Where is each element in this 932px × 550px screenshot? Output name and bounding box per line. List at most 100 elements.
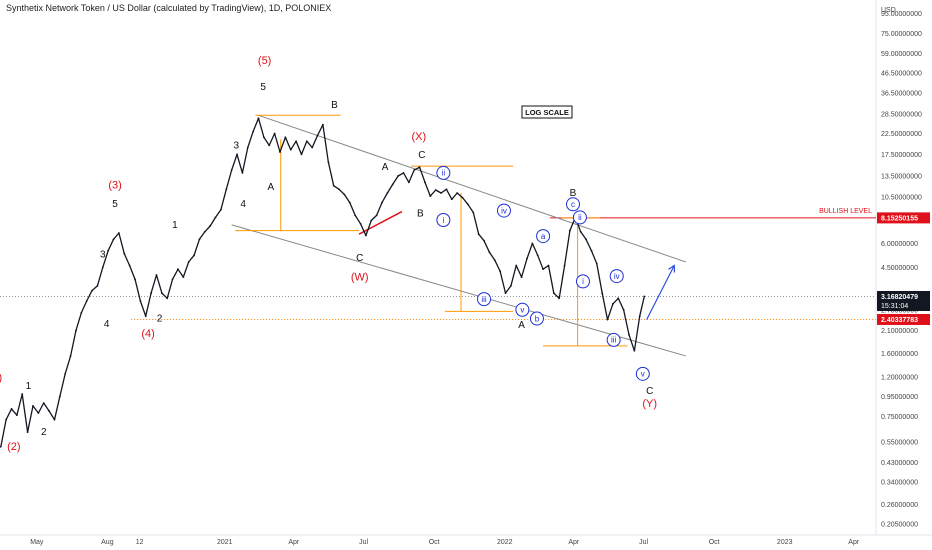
price-point [85,300,88,302]
circled-wave-label: iv [501,206,507,215]
red-wave-line[interactable] [358,210,403,235]
time-tick-label: Aug [101,539,114,546]
price-tick-label: 0.26000000 [881,502,918,509]
price-tick-label: 17.50000000 [881,152,922,159]
wave-label: B [570,188,577,199]
price-point [155,274,158,276]
price-point [332,184,335,187]
wave-label: (3) [108,180,121,192]
price-point [15,414,18,417]
wave-label: (4) [141,328,154,340]
price-point [386,192,389,194]
price-point [343,193,346,196]
price-point [531,242,534,245]
price-tag-label: 3.16820479 [881,294,918,301]
price-point [552,292,555,295]
price-tick-label: 95.00000000 [881,11,922,18]
price-point [316,134,319,137]
drawing-lines [231,114,686,357]
price-point [203,230,206,233]
price-point [139,300,142,302]
price-point [461,196,464,199]
price-tick-label: 0.43000000 [881,460,918,467]
wave-label: A [518,320,525,331]
price-point [230,169,233,171]
price-point [440,192,442,194]
price-point [402,172,405,174]
wave-label: B [417,208,424,219]
price-point [284,136,287,139]
price-tick-label: 46.50000000 [881,71,922,78]
circled-wave-label: b [535,314,540,323]
price-point [628,333,630,336]
horizontal-levels: BULLISH LEVEL [0,208,876,320]
time-tick-label: 2021 [217,539,233,546]
price-point [187,261,190,263]
projection-arrow-line[interactable] [646,265,675,320]
price-point [42,402,45,404]
wave-label: A [267,182,274,193]
price-point [354,214,357,217]
price-point [182,276,185,279]
wave-label: C [646,386,653,397]
price-point [225,188,228,191]
price-tick-label: 36.50000000 [881,91,922,98]
circled-wave-marker [609,269,624,284]
price-point [542,268,544,271]
circled-wave-label: iii [611,336,617,345]
price-tick-label: 6.00000000 [881,241,918,248]
time-tick-label: 12 [136,539,144,546]
price-line[interactable] [0,117,645,447]
wave-label: (W) [351,271,369,283]
price-point [418,166,421,169]
price-tick-label: 28.50000000 [881,111,922,118]
projection-arrow-head [668,264,676,273]
price-tick-label: 75.00000000 [881,31,922,38]
price-point [493,259,496,262]
price-point [300,153,303,156]
price-point [483,239,485,242]
price-point [75,329,77,332]
price-point [209,225,212,227]
wave-label: 5 [112,199,118,210]
price-point [144,315,147,318]
circled-wave-marker [436,212,451,227]
time-tick-label: Apr [288,539,300,546]
price-point [579,230,582,233]
price-tag-box [877,313,930,325]
circled-wave-label: ii [578,213,582,222]
price-point [327,160,330,163]
price-point [563,264,566,267]
price-point [322,123,324,126]
circled-wave-label: c [571,200,575,209]
price-point [488,251,491,254]
price-tick-label: 13.50000000 [881,173,922,180]
wave-label: 2 [41,427,47,438]
price-point [311,146,314,149]
price-point [262,136,265,139]
wave-label: 4 [240,199,246,210]
currency-label: USD [881,7,896,14]
circled-wave-label: iv [614,272,620,281]
circled-wave-label: v [520,306,524,315]
circled-wave-label: v [641,370,645,379]
time-tick-label: May [30,539,44,546]
price-tick-label: 0.34000000 [881,480,918,487]
wave-label: 3 [100,250,106,261]
price-point [348,201,351,204]
price-series [0,117,646,448]
price-point [520,276,523,279]
price-point [171,278,174,281]
price-point [0,445,2,448]
price-tag-box [877,212,930,224]
price-tick-label: 0.75000000 [881,414,918,421]
wave-label: 3 [233,140,239,151]
channel-line[interactable] [258,114,686,263]
price-point [160,292,163,295]
price-point [643,295,646,298]
price-point [445,188,448,191]
circled-wave-marker [477,292,492,307]
log-scale-label: LOG SCALE [525,108,569,117]
